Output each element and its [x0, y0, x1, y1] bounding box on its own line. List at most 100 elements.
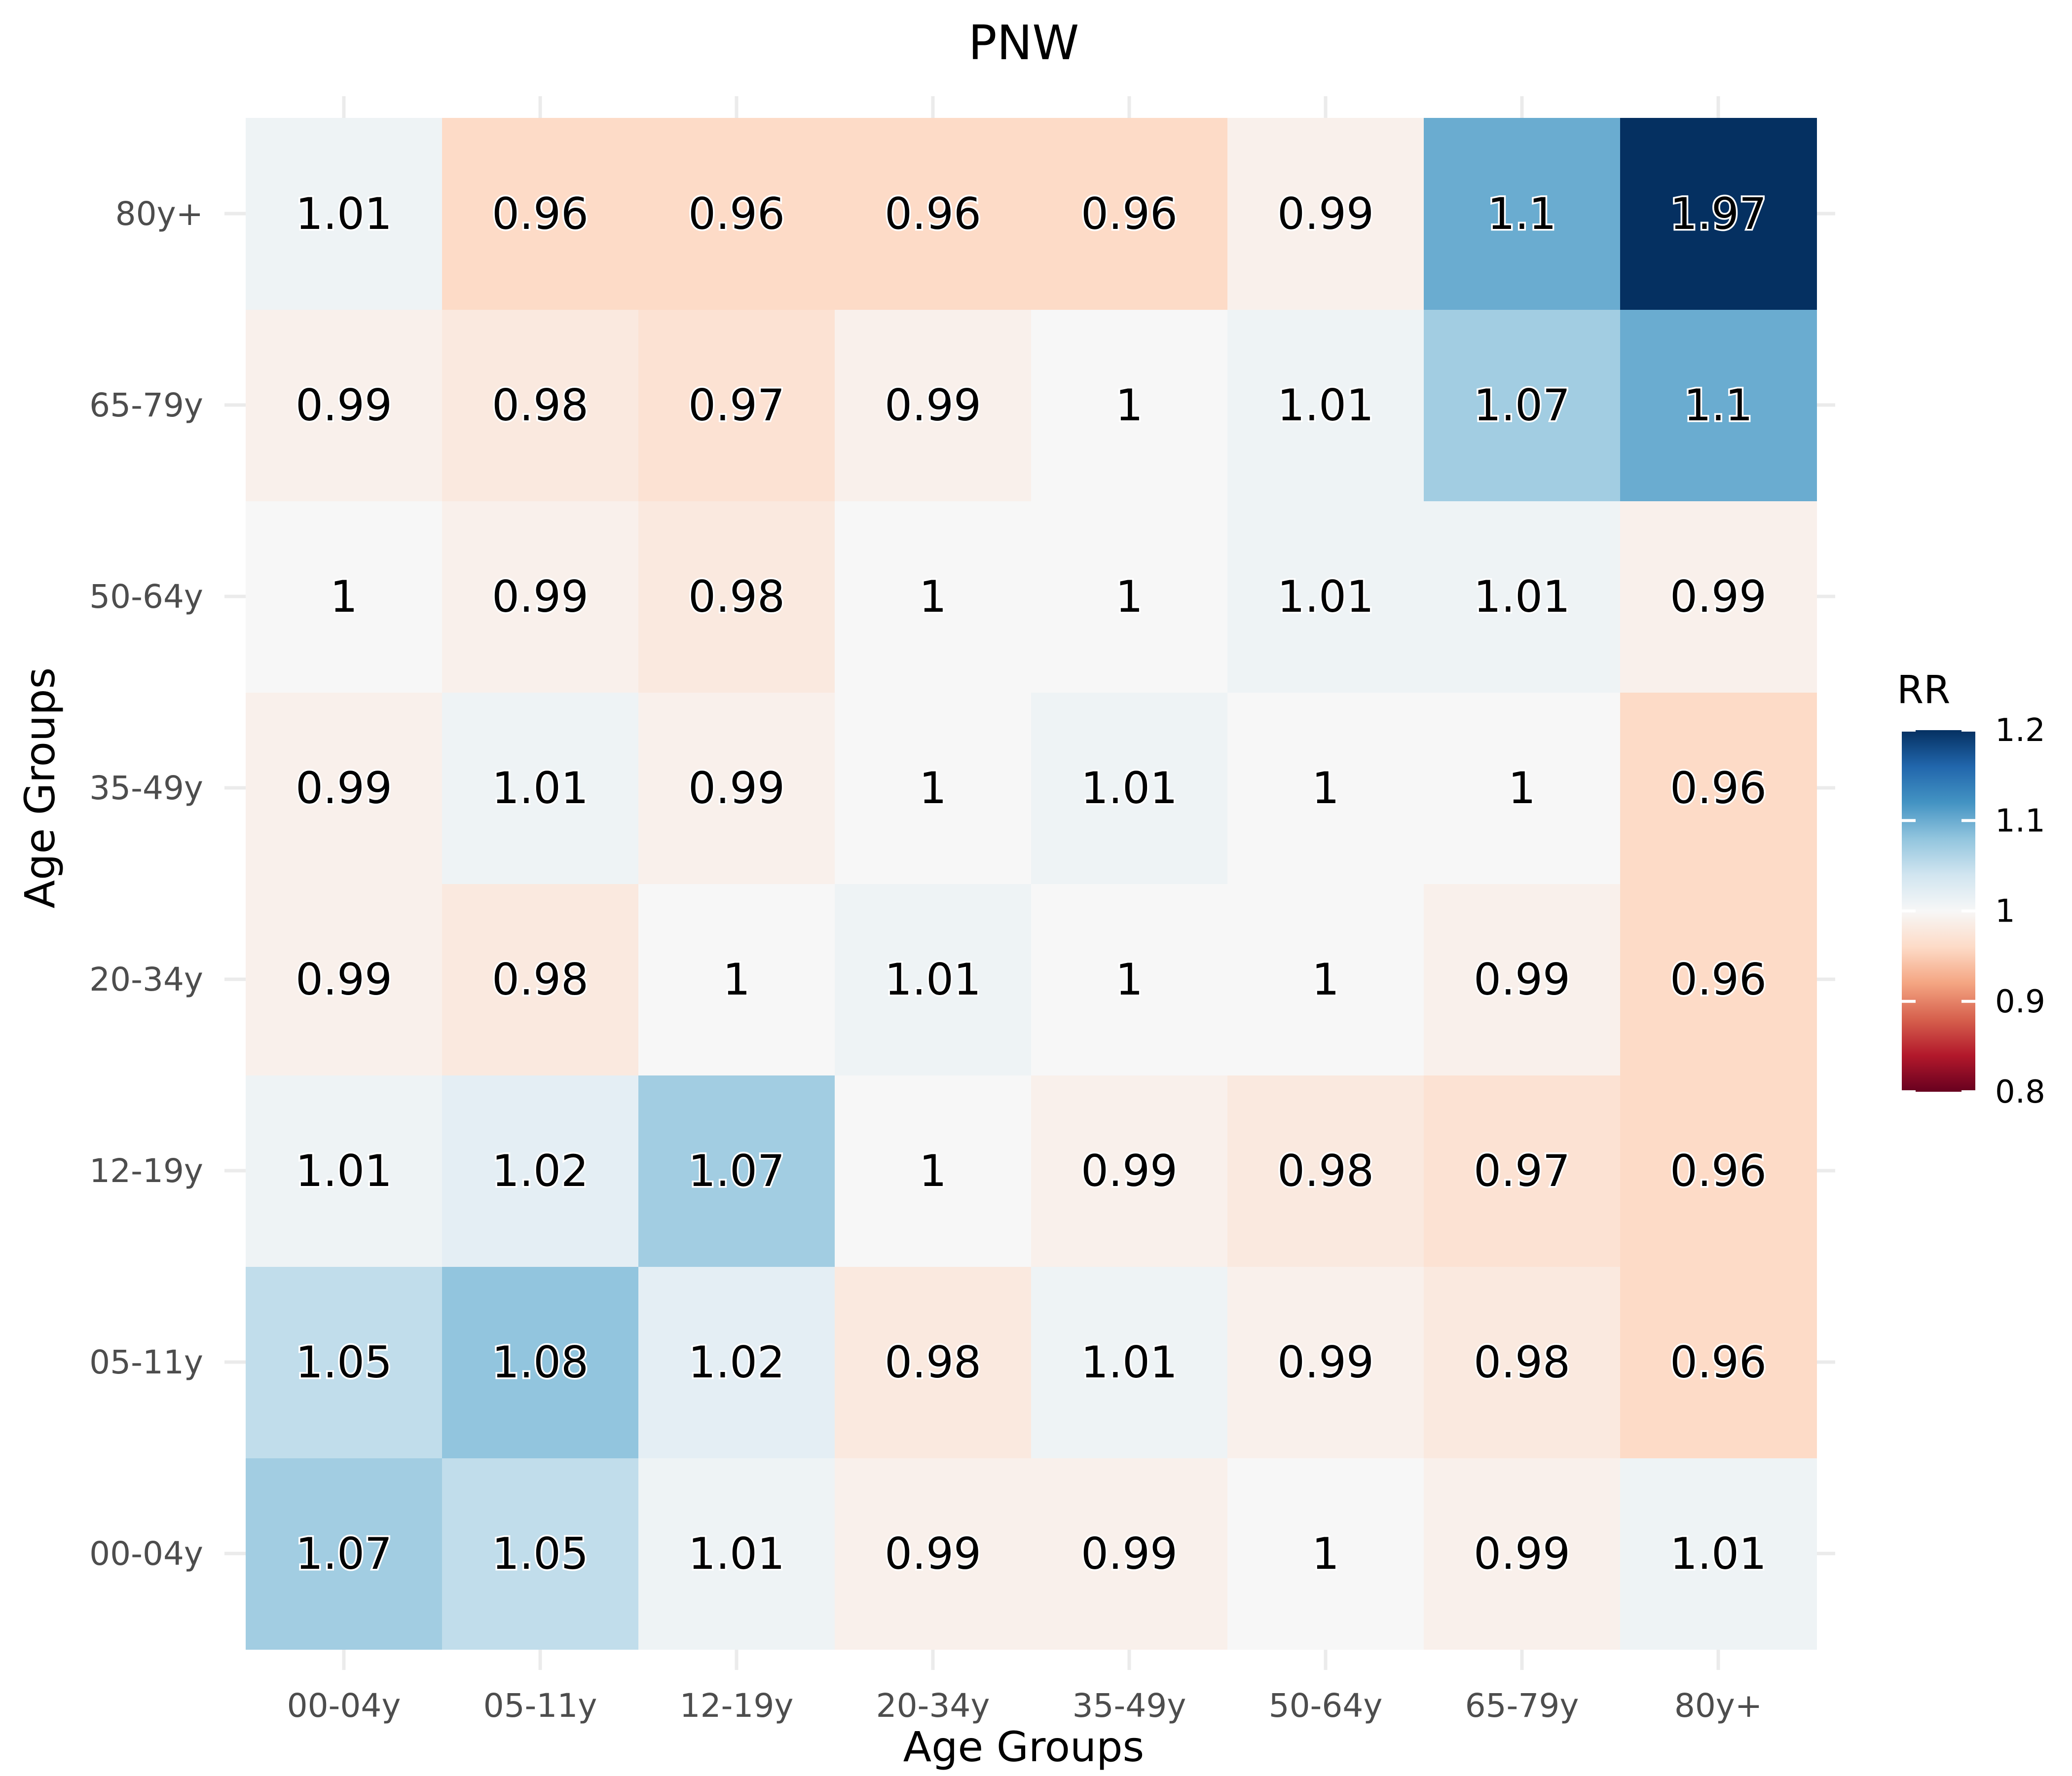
cell-value-label: 1.97: [1670, 188, 1767, 239]
heatmap-cell: [246, 118, 443, 310]
heatmap-cell: [638, 1458, 835, 1650]
heatmap-cell: [246, 1458, 443, 1650]
heatmap-cell: [638, 692, 835, 884]
heatmap-cell: [442, 118, 639, 310]
cell-value-label: 1.07: [1474, 380, 1570, 431]
heatmap-cell: [1620, 501, 1817, 693]
cell-value-label: 1.05: [492, 1528, 589, 1579]
y-tick-label: 12-19y: [89, 1152, 203, 1190]
heatmap-cell: [1620, 118, 1817, 310]
chart-title: PNW: [968, 15, 1079, 71]
heatmap-cell: [1031, 692, 1228, 884]
heatmap-cell: [1227, 1266, 1424, 1458]
heatmap-cell: [246, 501, 443, 693]
cell-value-label: 0.98: [1474, 1337, 1570, 1388]
heatmap-cell: [1424, 1266, 1621, 1458]
x-tick-label: 20-34y: [876, 1687, 990, 1725]
heatmap-cell: [1031, 1458, 1228, 1650]
x-tick-label: 80y+: [1674, 1687, 1762, 1725]
x-tick-label: 05-11y: [483, 1687, 597, 1725]
cell-value-label: 0.98: [688, 571, 785, 622]
heatmap-cell: [442, 309, 639, 501]
heatmap-cell: [1227, 501, 1424, 693]
y-axis-ticks: 00-04y 05-11y 12-19y 20-34y 35-49y 50-64y 65-7…: [89, 195, 203, 1573]
cell-value-label: 1.01: [885, 954, 981, 1005]
x-tick-label: 00-04y: [287, 1687, 401, 1725]
heatmap-cell: [1227, 1458, 1424, 1650]
x-tick-label: 12-19y: [680, 1687, 794, 1725]
heatmap-cell: [835, 1266, 1032, 1458]
x-tick-label: 35-49y: [1073, 1687, 1186, 1725]
cell-value-label: 1.08: [492, 1337, 589, 1388]
cell-value-label: 1: [1115, 380, 1143, 431]
cell-value-label: 1.05: [296, 1337, 392, 1388]
heatmap-cell: [1031, 1075, 1228, 1267]
cell-value-label: 1.01: [1670, 1528, 1767, 1579]
heatmap-cells: [246, 118, 1817, 1650]
cell-value-label: 1: [723, 954, 750, 1005]
heatmap-cell: [442, 1075, 639, 1267]
cell-value-label: 1.01: [492, 763, 589, 814]
heatmap-cell: [1424, 501, 1621, 693]
x-tick-label: 65-79y: [1465, 1687, 1579, 1725]
heatmap-cell: [1620, 1075, 1817, 1267]
heatmap-cell: [638, 884, 835, 1075]
heatmap-cell: [1620, 884, 1817, 1075]
cell-value-label: 1.01: [296, 1146, 392, 1196]
cell-value-label: 0.97: [1474, 1146, 1570, 1196]
cell-value-label: 1.01: [1277, 380, 1374, 431]
cell-value-label: 0.98: [885, 1337, 981, 1388]
y-tick-label: 05-11y: [89, 1343, 203, 1381]
x-axis-ticks: 00-04y 05-11y 12-19y 20-34y 35-49y 50-64y 65-7…: [287, 1687, 1763, 1725]
heatmap-cell: [1620, 1266, 1817, 1458]
cell-value-label: 0.98: [1277, 1146, 1374, 1196]
heatmap-cell: [246, 692, 443, 884]
heatmap-cell: [835, 1075, 1032, 1267]
heatmap-cell: [638, 309, 835, 501]
y-tick-label: 20-34y: [89, 961, 203, 999]
legend-tick-label: 0.8: [1995, 1074, 2045, 1110]
heatmap-cell: [835, 309, 1032, 501]
heatmap-cell: [835, 118, 1032, 310]
y-axis-title: Age Groups: [16, 667, 64, 909]
heatmap-cell: [1424, 692, 1621, 884]
heatmap-cell: [1031, 501, 1228, 693]
heatmap-cell: [638, 1266, 835, 1458]
heatmap-cell: [1227, 118, 1424, 310]
cell-value-label: 0.99: [1474, 1528, 1570, 1579]
y-tick-label: 50-64y: [89, 578, 203, 616]
cell-value-label: 0.99: [1081, 1146, 1178, 1196]
heatmap-cell: [1031, 884, 1228, 1075]
cell-value-label: 1.1: [1684, 380, 1753, 431]
cell-value-label: 1.02: [688, 1337, 785, 1388]
heatmap-cell: [1227, 309, 1424, 501]
cell-value-label: 1.1: [1487, 188, 1556, 239]
cell-value-label: 0.99: [1277, 1337, 1374, 1388]
cell-value-label: 0.98: [492, 380, 589, 431]
cell-value-label: 0.99: [296, 954, 392, 1005]
cell-value-label: 1: [919, 1146, 947, 1196]
cell-value-label: 1.01: [688, 1528, 785, 1579]
cell-value-label: 1.01: [1081, 763, 1178, 814]
heatmap-cell: [1227, 884, 1424, 1075]
cell-value-label: 0.96: [1081, 188, 1178, 239]
cell-value-label: 0.99: [1277, 188, 1374, 239]
cell-value-label: 1.01: [296, 188, 392, 239]
heatmap-cell: [1620, 692, 1817, 884]
cell-value-label: 0.96: [492, 188, 589, 239]
cell-value-label: 0.99: [688, 763, 785, 814]
heatmap-cell: [1424, 118, 1621, 310]
cell-labels: 1.07 1.05 1.01 0.99 0.99 1 0.99 1.01 1.05 1.08 1.0…: [294, 187, 1769, 1581]
heatmap-cell: [442, 692, 639, 884]
cell-value-label: 1: [919, 571, 947, 622]
legend-tick-label: 0.9: [1995, 984, 2045, 1020]
cell-value-label: 1: [1508, 763, 1536, 814]
legend: RR 0.8 0.9 1 1.1 1.2: [1897, 668, 2045, 1110]
legend-tick-label: 1.2: [1995, 712, 2045, 749]
cell-value-label: 1: [1115, 954, 1143, 1005]
cell-value-label: 0.99: [885, 1528, 981, 1579]
cell-value-label: 1: [919, 763, 947, 814]
cell-value-label: 1: [330, 571, 358, 622]
heatmap-cell: [835, 884, 1032, 1075]
